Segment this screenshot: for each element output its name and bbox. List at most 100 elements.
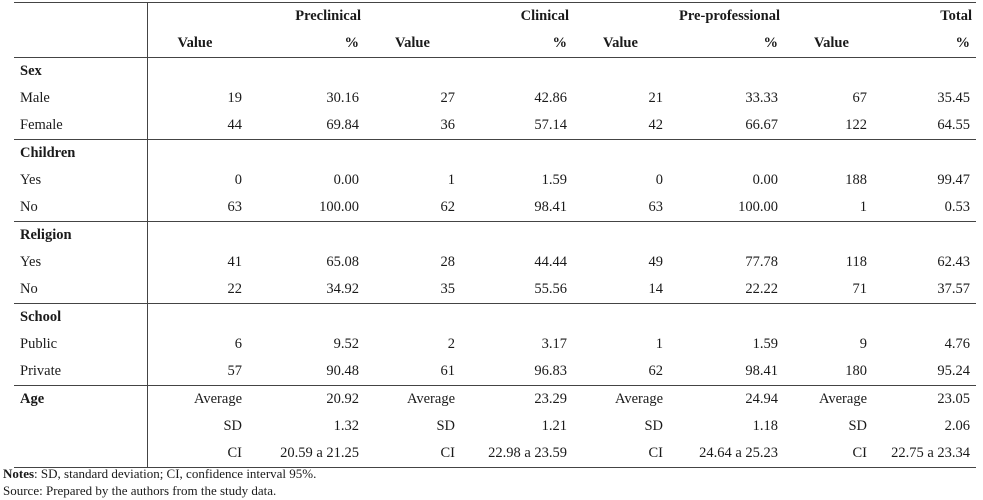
empty-cell [669, 222, 784, 250]
value-cell: 42 [573, 112, 669, 140]
percent-cell: 64.55 [873, 112, 976, 140]
value-cell: 14 [573, 276, 669, 304]
column-header-value: Value [147, 29, 248, 58]
notes-label: Notes [3, 466, 35, 481]
value-cell: 36 [365, 112, 461, 140]
column-header-percent: % [248, 29, 365, 58]
percent-cell: 1.59 [752, 336, 778, 352]
percent-cell: 33.33 [745, 90, 778, 106]
column-header-percent: % [873, 29, 976, 58]
stat-label: SD [848, 418, 867, 434]
percent-cell: 22.22 [669, 276, 784, 304]
stat-value: 22.98 a 23.59 [461, 440, 573, 468]
empty-cell [365, 222, 461, 250]
group-header-pre-professional: Pre-professional [669, 2, 784, 29]
empty-cell [461, 304, 573, 332]
row-label: Female [14, 112, 148, 140]
value-cell: 63 [573, 194, 669, 222]
percent-cell: 55.56 [461, 276, 573, 304]
value-cell: 67 [852, 90, 868, 106]
row-label: Private [14, 358, 148, 386]
value-cell: 180 [784, 358, 873, 386]
group-spacer [147, 2, 248, 29]
empty-cell [14, 413, 148, 440]
section-title: Sex [14, 57, 148, 85]
column-header-value: Value [365, 29, 461, 58]
percent-cell: 66.67 [669, 112, 784, 140]
stat-label: Average [614, 391, 663, 407]
table-row: No 22 34.92 35 55.56 14 22.22 71 37.57 [14, 276, 976, 304]
empty-cell [365, 58, 461, 86]
empty-cell [147, 58, 248, 86]
section-title: School [14, 303, 148, 331]
empty-cell [365, 140, 461, 168]
percent-cell: 9.52 [333, 336, 359, 352]
age-row: Age Average 20.92 Average 23.29 Average 24.94 A… [14, 385, 976, 413]
table-row: Private 57 90.48 61 96.83 62 98.41 180 95.24 [14, 358, 976, 386]
percent-cell: 44.44 [534, 254, 567, 270]
section-header-row: School [14, 303, 976, 332]
stat-value: 23.05 [937, 391, 970, 407]
table-row: Male 19 30.16 27 42.86 21 33.33 67 35.45 [14, 85, 976, 112]
percent-cell: 37.57 [873, 276, 976, 304]
stat-value: 24.94 [745, 391, 778, 407]
empty-cell [461, 58, 573, 86]
table-row: Female 44 69.84 36 57.14 42 66.67 122 64.55 [14, 112, 976, 140]
percent-cell: 3.17 [541, 336, 567, 352]
value-cell: 188 [845, 172, 867, 188]
empty-cell [248, 140, 365, 168]
empty-cell [461, 222, 573, 250]
stat-value: 20.59 a 21.25 [248, 440, 365, 468]
empty-cell [669, 304, 784, 332]
row-label: Public [14, 331, 148, 358]
section-title: Religion [14, 221, 148, 249]
row-label: Yes [14, 167, 148, 194]
stat-label: SD [644, 418, 663, 434]
value-cell: 71 [784, 276, 873, 304]
empty-cell [873, 222, 976, 250]
column-header-value: Value [784, 29, 873, 58]
percent-cell: 100.00 [669, 194, 784, 222]
empty-cell [784, 58, 873, 86]
empty-cell [248, 222, 365, 250]
value-cell: 22 [147, 276, 248, 304]
row-label: No [14, 194, 148, 222]
empty-cell [573, 140, 669, 168]
value-cell: 122 [784, 112, 873, 140]
value-cell: 2 [447, 336, 455, 352]
percent-cell: 0.53 [873, 194, 976, 222]
empty-cell [147, 140, 248, 168]
row-label: No [14, 276, 148, 304]
value-cell: 57 [147, 358, 248, 386]
percent-cell: 42.86 [534, 90, 567, 106]
corner-cell [14, 2, 148, 29]
empty-cell [14, 440, 148, 468]
stat-label: Average [406, 391, 455, 407]
value-cell: 19 [227, 90, 243, 106]
value-cell: 35 [365, 276, 461, 304]
table-notes: Notes: SD, standard deviation; CI, confi… [3, 465, 316, 499]
stat-label: SD [436, 418, 455, 434]
percent-cell: 57.14 [461, 112, 573, 140]
percent-cell: 98.41 [461, 194, 573, 222]
section-title: Children [14, 139, 148, 167]
table-row: Yes 0 0.00 1 1.59 0 0.00 188 99.47 [14, 167, 976, 194]
stat-label: Average [818, 391, 867, 407]
empty-cell [784, 140, 873, 168]
percent-cell: 100.00 [248, 194, 365, 222]
empty-cell [784, 222, 873, 250]
empty-cell [365, 304, 461, 332]
value-cell: 63 [147, 194, 248, 222]
demographics-table: Preclinical Clinical Pre-professional To… [14, 2, 976, 468]
column-header-row: Value % Value % Value % Value % [14, 29, 976, 58]
stat-value: 1.21 [541, 418, 567, 434]
column-header-value: Value [573, 29, 669, 58]
corner-cell [14, 29, 148, 58]
empty-cell [248, 304, 365, 332]
row-label: Male [14, 85, 148, 112]
table-row: Yes 41 65.08 28 44.44 49 77.78 118 62.43 [14, 249, 976, 276]
value-cell: 6 [234, 336, 242, 352]
empty-cell [461, 140, 573, 168]
value-cell: 9 [859, 336, 867, 352]
table-row: No 63 100.00 62 98.41 63 100.00 1 0.53 [14, 194, 976, 222]
